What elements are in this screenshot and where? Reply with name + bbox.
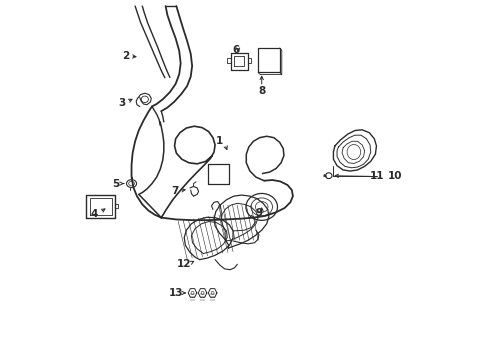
Text: 12: 12: [177, 259, 191, 269]
Text: 3: 3: [118, 98, 125, 108]
Text: 13: 13: [169, 288, 183, 298]
Text: 2: 2: [122, 51, 129, 61]
Text: 6: 6: [231, 45, 239, 55]
Text: 7: 7: [170, 186, 178, 197]
Text: 1: 1: [215, 136, 223, 146]
Text: 11: 11: [369, 171, 384, 181]
Text: 10: 10: [387, 171, 402, 181]
Text: 4: 4: [91, 209, 98, 219]
Text: 8: 8: [258, 86, 265, 96]
Text: 5: 5: [112, 179, 120, 189]
Text: 9: 9: [256, 208, 263, 218]
